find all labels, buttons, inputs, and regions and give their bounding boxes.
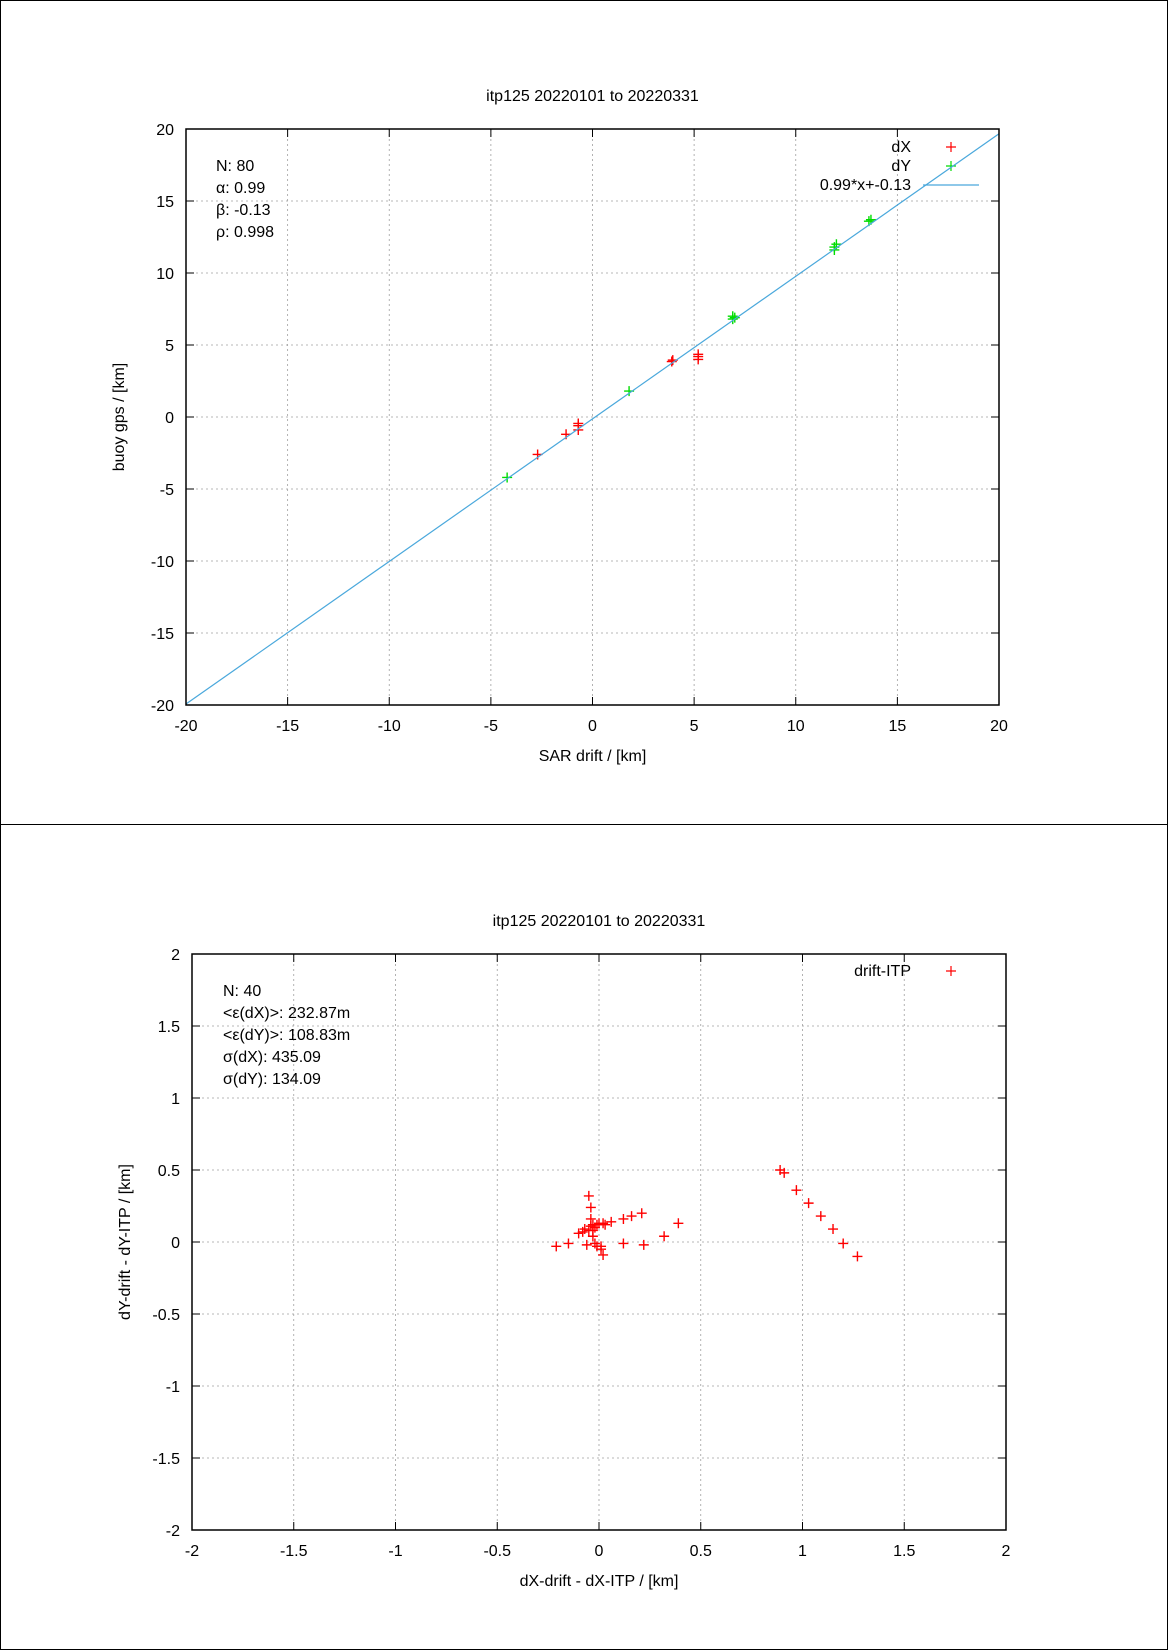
data-point-drift-ITP bbox=[659, 1231, 670, 1242]
plot-frame bbox=[191, 953, 1007, 1531]
drift-comparison-chart: -20 -15 -10 -5 0 5 10 15 20 -20 -15 -10 -5 0 5 10 15 20 it… bbox=[111, 88, 1008, 765]
x-tick-label: -15 bbox=[276, 718, 299, 735]
legend-label: 0.99*x+-0.13 bbox=[820, 177, 911, 194]
x-tick-label: 0.5 bbox=[690, 1543, 712, 1560]
y-tick-label: 20 bbox=[156, 122, 174, 139]
data-point-drift-ITP bbox=[606, 1216, 617, 1227]
data-point-dY bbox=[502, 472, 513, 483]
y-tick-label: -1.5 bbox=[152, 1451, 180, 1468]
y-tick-label: 2 bbox=[171, 947, 180, 964]
legend-marker-swatch bbox=[946, 966, 956, 976]
scatter-panel-top: -20 -15 -10 -5 0 5 10 15 20 -20 -15 -10 -5 0 5 10 15 20 it… bbox=[0, 0, 1168, 825]
data-point-drift-ITP bbox=[828, 1224, 839, 1235]
y-tick-label: 0 bbox=[171, 1235, 180, 1252]
data-point-drift-ITP bbox=[779, 1167, 790, 1178]
y-tick-label: 0 bbox=[165, 410, 174, 427]
data-point-drift-ITP bbox=[596, 1241, 607, 1252]
data-point-dX bbox=[573, 418, 584, 429]
x-tick-label: -1 bbox=[388, 1543, 402, 1560]
data-point-drift-ITP bbox=[573, 1228, 584, 1239]
data-point-drift-ITP bbox=[838, 1238, 849, 1249]
data-point-drift-ITP bbox=[563, 1238, 574, 1249]
data-point-dY bbox=[727, 311, 738, 322]
x-tick-label: -20 bbox=[174, 718, 197, 735]
x-tick-label: 2 bbox=[1002, 1543, 1011, 1560]
x-tick-label: -1.5 bbox=[280, 1543, 308, 1560]
y-tick-label: 15 bbox=[156, 194, 174, 211]
data-point-drift-ITP bbox=[618, 1238, 629, 1249]
chart-title: itp125 20220101 to 20220331 bbox=[493, 913, 706, 930]
data-point-drift-ITP bbox=[551, 1241, 562, 1252]
data-point-drift-ITP bbox=[598, 1249, 609, 1260]
y-tick-label: -15 bbox=[151, 626, 174, 643]
data-point-drift-ITP bbox=[600, 1219, 611, 1230]
x-tick-label: 0 bbox=[595, 1543, 604, 1560]
x-axis-label: dX-drift - dX-ITP / [km] bbox=[520, 1573, 679, 1590]
y-tick-label: 1.5 bbox=[158, 1019, 180, 1036]
legend-label: drift-ITP bbox=[854, 963, 911, 980]
data-point-drift-ITP bbox=[579, 1224, 590, 1235]
stats-line: α: 0.99 bbox=[216, 180, 265, 197]
y-tick-label: -10 bbox=[151, 554, 174, 571]
data-point-drift-ITP bbox=[852, 1251, 863, 1262]
x-tick-label: -2 bbox=[185, 1543, 199, 1560]
stats-line: ρ: 0.998 bbox=[216, 224, 274, 241]
y-axis-label: buoy gps / [km] bbox=[111, 363, 128, 472]
x-tick-label: 20 bbox=[990, 718, 1008, 735]
data-point-drift-ITP bbox=[583, 1190, 594, 1201]
legend-marker-swatch bbox=[946, 161, 956, 171]
stats-line: β: -0.13 bbox=[216, 202, 271, 219]
x-tick-label: 0 bbox=[588, 718, 597, 735]
stats-line: σ(dX): 435.09 bbox=[223, 1049, 321, 1066]
data-point-drift-ITP bbox=[636, 1208, 647, 1219]
x-tick-label: 1 bbox=[798, 1543, 807, 1560]
legend-label: dY bbox=[891, 158, 911, 175]
y-tick-label: -1 bbox=[166, 1379, 180, 1396]
data-point-drift-ITP bbox=[618, 1213, 629, 1224]
data-point-drift-ITP bbox=[791, 1185, 802, 1196]
data-point-drift-ITP bbox=[581, 1239, 592, 1250]
y-tick-label: 10 bbox=[156, 266, 174, 283]
stats-line: <ε(dY)>: 108.83m bbox=[223, 1027, 350, 1044]
data-point-dY bbox=[729, 312, 740, 323]
plot-frame bbox=[185, 128, 1000, 706]
x-tick-label: 15 bbox=[888, 718, 906, 735]
y-tick-label: -2 bbox=[166, 1523, 180, 1540]
data-point-drift-ITP bbox=[803, 1198, 814, 1209]
data-point-drift-ITP bbox=[587, 1231, 598, 1242]
y-tick-label: -0.5 bbox=[152, 1307, 180, 1324]
data-point-drift-ITP bbox=[585, 1221, 596, 1232]
x-tick-label: -5 bbox=[484, 718, 498, 735]
legend-marker-swatch bbox=[946, 142, 956, 152]
y-tick-label: -20 bbox=[151, 698, 174, 715]
x-tick-label: -10 bbox=[378, 718, 401, 735]
data-point-dX bbox=[693, 349, 704, 360]
data-point-drift-ITP bbox=[598, 1218, 609, 1229]
stats-line: N: 40 bbox=[223, 983, 261, 1000]
y-tick-label: 5 bbox=[165, 338, 174, 355]
data-point-drift-ITP bbox=[626, 1211, 637, 1222]
data-point-drift-ITP bbox=[638, 1239, 649, 1250]
y-axis-label: dY-drift - dY-ITP / [km] bbox=[117, 1164, 134, 1320]
fit-line bbox=[186, 133, 999, 705]
data-point-drift-ITP bbox=[673, 1218, 684, 1229]
chart-title: itp125 20220101 to 20220331 bbox=[486, 88, 699, 105]
data-point-drift-ITP bbox=[815, 1211, 826, 1222]
stats-line: <ε(dX)>: 232.87m bbox=[223, 1005, 350, 1022]
x-tick-label: -0.5 bbox=[483, 1543, 511, 1560]
data-point-drift-ITP bbox=[585, 1202, 596, 1213]
x-tick-label: 10 bbox=[787, 718, 805, 735]
drift-residual-chart: -2 -1.5 -1 -0.5 0 0.5 1 1.5 2 -2 -1.5 -1 -0.5 0 0.5 1 1.… bbox=[117, 913, 1011, 1590]
stats-line: N: 80 bbox=[216, 158, 254, 175]
x-axis-label: SAR drift / [km] bbox=[539, 748, 647, 765]
scatter-panel-bottom: -2 -1.5 -1 -0.5 0 0.5 1 1.5 2 -2 -1.5 -1 -0.5 0 0.5 1 1.… bbox=[0, 824, 1168, 1650]
x-tick-label: 5 bbox=[690, 718, 699, 735]
y-tick-label: 0.5 bbox=[158, 1163, 180, 1180]
x-tick-label: 1.5 bbox=[893, 1543, 915, 1560]
y-tick-label: -5 bbox=[160, 482, 174, 499]
legend-label: dX bbox=[891, 139, 911, 156]
stats-line: σ(dY): 134.09 bbox=[223, 1071, 321, 1088]
y-tick-label: 1 bbox=[171, 1091, 180, 1108]
